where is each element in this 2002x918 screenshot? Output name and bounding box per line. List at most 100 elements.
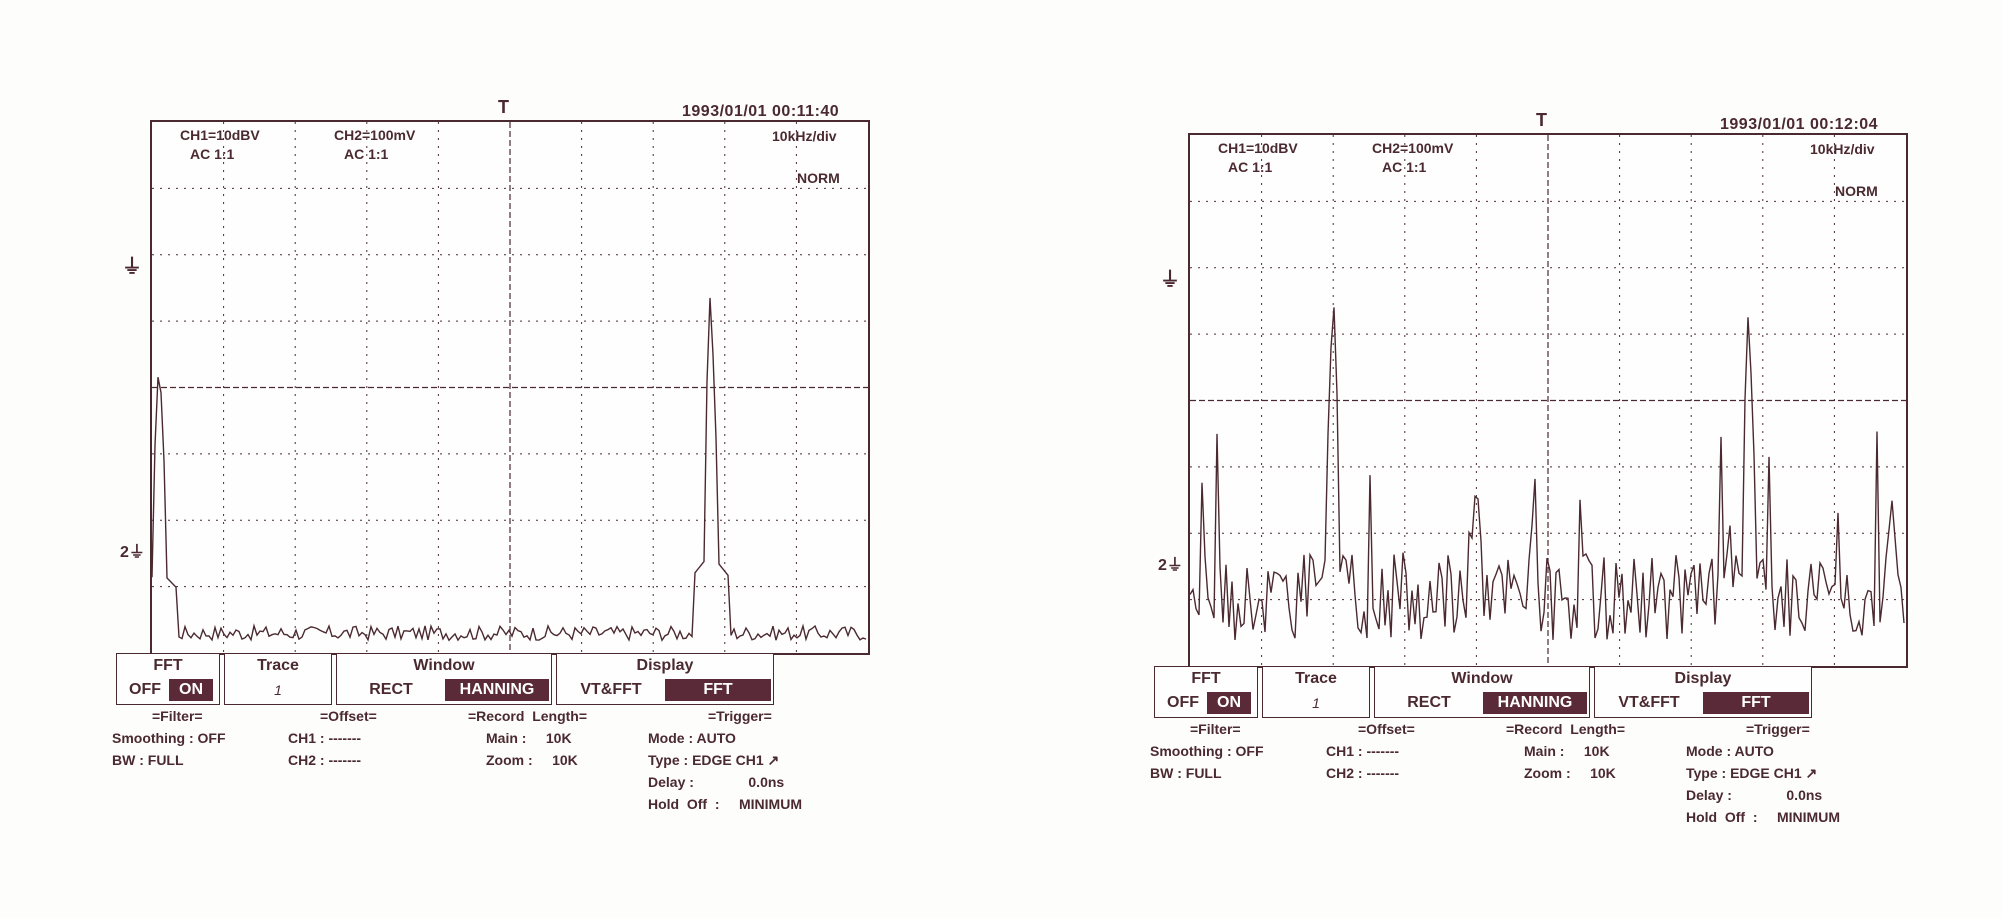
window-label: Window — [1451, 670, 1513, 687]
trace-label: Trace — [257, 657, 299, 674]
offset-ch1: CH1 : ------- — [288, 730, 362, 746]
display-label: Display — [1674, 670, 1732, 687]
trigger-delay-label: Delay : — [1686, 787, 1732, 803]
record-main: Main : 10K — [486, 730, 572, 746]
record-info: =Record Length= Main : 10K Zoom : 10K — [468, 705, 587, 771]
oscilloscope-screenshot-2: T 1993/01/01 00:12:04 CH1=10dBV AC 1:1 C… — [1148, 108, 2002, 908]
trigger-header: =Trigger= — [708, 708, 772, 724]
filter-smoothing: Smoothing : OFF — [112, 730, 226, 746]
trace-selector[interactable]: Trace 1 — [1262, 666, 1370, 718]
record-main: Main : 10K — [1524, 743, 1610, 759]
rising-edge-icon: ↗ — [767, 752, 780, 768]
window-selector[interactable]: Window RECT HANNING — [1374, 666, 1590, 718]
trigger-mode-indicator: NORM — [797, 170, 840, 186]
trigger-holdoff-label: Hold Off : — [648, 796, 720, 812]
trigger-type: Type : EDGE CH1 — [1686, 765, 1802, 781]
ch1-info: CH1=10dBV AC 1:1 — [180, 126, 260, 164]
fft-spectrum-trace — [1190, 307, 1905, 641]
ch1-ground-icon: ⏚ — [1160, 269, 1180, 291]
display-selector[interactable]: Display VT&FFT FFT — [556, 653, 774, 705]
datetime: 1993/01/01 00:11:40 — [682, 103, 840, 120]
offset-ch2: CH2 : ------- — [288, 752, 362, 768]
offset-info: =Offset= CH1 : ------- CH2 : ------- — [1326, 718, 1415, 784]
window-hanning-option[interactable]: HANNING — [445, 679, 549, 701]
trace-label: Trace — [1295, 670, 1337, 687]
display-vtfft-option[interactable]: VT&FFT — [580, 681, 642, 698]
trace-selector[interactable]: Trace 1 — [224, 653, 332, 705]
trigger-info: =Trigger= Mode : AUTO Type : EDGE CH1 ↗ Del… — [1686, 718, 1840, 828]
trigger-header: =Trigger= — [1746, 721, 1810, 737]
rising-edge-icon: ↗ — [1805, 765, 1818, 781]
offset-header: =Offset= — [320, 708, 377, 724]
ch2-scale: CH2=100mV — [1372, 140, 1454, 156]
filter-smoothing: Smoothing : OFF — [1150, 743, 1264, 759]
record-header: =Record Length= — [1506, 721, 1626, 737]
filter-bw: BW : FULL — [112, 752, 184, 768]
filter-header: =Filter= — [1190, 721, 1241, 737]
spectrum-plot — [1190, 135, 1906, 666]
ch1-scale: CH1=10dBV — [1218, 140, 1298, 156]
fft-spectrum-trace — [152, 297, 867, 642]
ch1-scale: CH1=10dBV — [180, 127, 260, 143]
display-fft-option[interactable]: FFT — [665, 679, 771, 701]
fft-on-option[interactable]: ON — [1207, 692, 1251, 714]
window-rect-option[interactable]: RECT — [1407, 694, 1451, 711]
trace-value: 1 — [1312, 695, 1320, 711]
window-rect-option[interactable]: RECT — [369, 681, 413, 698]
ch1-coupling: AC 1:1 — [190, 146, 235, 162]
trigger-delay-value: 0.0ns — [1786, 787, 1823, 803]
filter-info: =Filter= Smoothing : OFF BW : FULL — [1150, 718, 1264, 784]
trigger-mode-indicator: NORM — [1835, 183, 1878, 199]
filter-info: =Filter= Smoothing : OFF BW : FULL — [112, 705, 226, 771]
fft-off-option[interactable]: OFF — [129, 681, 161, 698]
trigger-mode: Mode : AUTO — [1686, 743, 1774, 759]
trace-value: 1 — [274, 682, 282, 698]
ch2-info: CH2=100mV AC 1:1 — [1372, 139, 1453, 177]
trigger-type: Type : EDGE CH1 — [648, 752, 764, 768]
ch2-coupling: AC 1:1 — [1382, 159, 1427, 175]
trigger-info: =Trigger= Mode : AUTO Type : EDGE CH1 ↗ Del… — [648, 705, 802, 815]
offset-header: =Offset= — [1358, 721, 1415, 737]
filter-header: =Filter= — [152, 708, 203, 724]
ch1-ground-icon: ⏚ — [122, 256, 142, 278]
trigger-position-marker: T — [498, 97, 509, 117]
ch1-info: CH1=10dBV AC 1:1 — [1218, 139, 1298, 177]
fft-toggle[interactable]: FFT OFF ON — [116, 653, 220, 705]
window-hanning-option[interactable]: HANNING — [1483, 692, 1587, 714]
ch2-ground-icon: 2⏚ — [120, 544, 145, 561]
offset-info: =Offset= CH1 : ------- CH2 : ------- — [288, 705, 377, 771]
trigger-holdoff-value: MINIMUM — [739, 796, 802, 812]
fft-off-option[interactable]: OFF — [1167, 694, 1199, 711]
display-label: Display — [636, 657, 694, 674]
ch2-ground-icon: 2⏚ — [1158, 557, 1183, 574]
datetime: 1993/01/01 00:12:04 — [1720, 116, 1879, 133]
filter-bw: BW : FULL — [1150, 765, 1222, 781]
offset-ch1: CH1 : ------- — [1326, 743, 1400, 759]
display-fft-option[interactable]: FFT — [1703, 692, 1809, 714]
fft-display-screen: CH1=10dBV AC 1:1 CH2=100mV AC 1:1 10kHz/… — [1188, 133, 1908, 668]
spectrum-plot — [152, 122, 868, 653]
trigger-mode: Mode : AUTO — [648, 730, 736, 746]
display-vtfft-option[interactable]: VT&FFT — [1618, 694, 1680, 711]
fft-label: FFT — [153, 657, 183, 674]
window-selector[interactable]: Window RECT HANNING — [336, 653, 552, 705]
ch1-coupling: AC 1:1 — [1228, 159, 1273, 175]
ch2-scale: CH2=100mV — [334, 127, 416, 143]
fft-toggle[interactable]: FFT OFF ON — [1154, 666, 1258, 718]
display-selector[interactable]: Display VT&FFT FFT — [1594, 666, 1812, 718]
frequency-scale: 10kHz/div — [772, 128, 837, 144]
trigger-delay-value: 0.0ns — [748, 774, 785, 790]
offset-ch2: CH2 : ------- — [1326, 765, 1400, 781]
trigger-holdoff-label: Hold Off : — [1686, 809, 1758, 825]
fft-on-option[interactable]: ON — [169, 679, 213, 701]
trigger-holdoff-value: MINIMUM — [1777, 809, 1840, 825]
record-header: =Record Length= — [468, 708, 588, 724]
window-label: Window — [413, 657, 475, 674]
record-info: =Record Length= Main : 10K Zoom : 10K — [1506, 718, 1625, 784]
oscilloscope-screenshot-1: T 1993/01/01 00:11:40 CH1=10dBV AC 1:1 C… — [110, 95, 1010, 895]
fft-label: FFT — [1191, 670, 1221, 687]
frequency-scale: 10kHz/div — [1810, 141, 1875, 157]
trigger-position-marker: T — [1536, 110, 1547, 130]
fft-display-screen: CH1=10dBV AC 1:1 CH2=100mV AC 1:1 10kHz/… — [150, 120, 870, 655]
record-zoom: Zoom : 10K — [486, 752, 578, 768]
